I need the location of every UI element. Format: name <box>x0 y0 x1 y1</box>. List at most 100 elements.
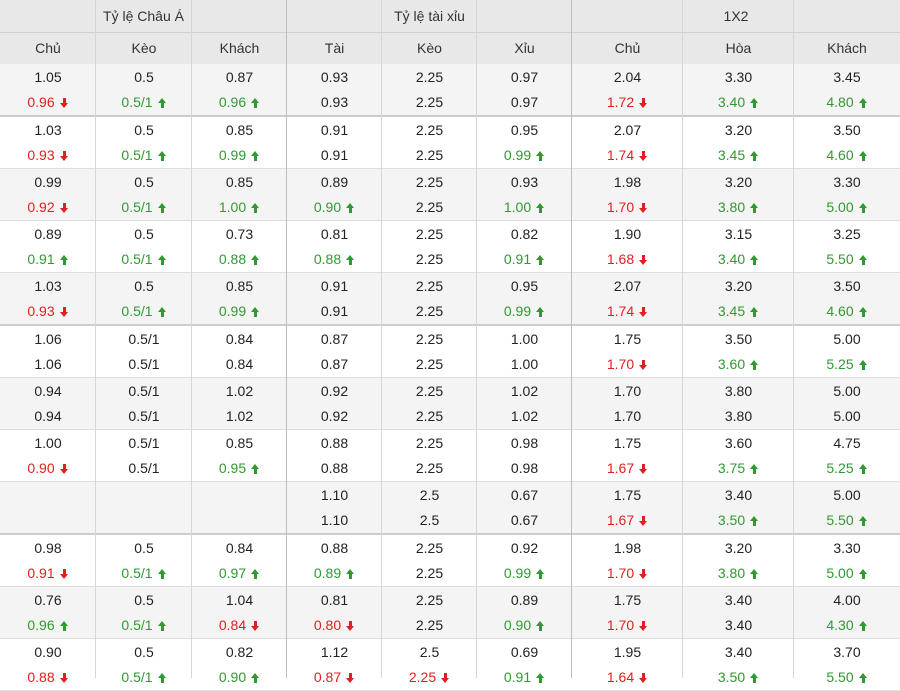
odds-value: 3.40 <box>717 251 746 267</box>
opening-odds: 3.30 <box>794 170 900 195</box>
cell-line: 2.5 2.5 <box>382 482 477 533</box>
current-odds: 2.25 <box>382 404 477 429</box>
cell-away: 1.02 1.02 <box>192 378 287 429</box>
cell-over: 0.88 0.88 <box>287 430 382 481</box>
current-odds: 5.00 <box>794 195 900 220</box>
current-odds: 0.88 <box>287 247 382 272</box>
opening-odds: 1.03 <box>0 274 96 299</box>
odds-value: 0.93 <box>510 174 539 190</box>
opening-odds: 3.20 <box>683 274 794 299</box>
opening-odds <box>96 483 192 508</box>
odds-value: 0.5/1 <box>121 669 153 685</box>
current-odds: 4.30 <box>794 613 900 638</box>
odds-value: 4.60 <box>826 303 854 319</box>
opening-odds: 2.25 <box>382 536 477 561</box>
opening-odds: 2.25 <box>382 274 477 299</box>
arrow-up-icon <box>858 673 868 683</box>
current-odds: 5.50 <box>794 508 900 533</box>
opening-odds: 1.02 <box>477 379 572 404</box>
cell-line: 2.25 2.25 <box>382 378 477 429</box>
odds-value: 0.81 <box>320 226 349 242</box>
cell-away: 0.85 0.99 <box>192 273 287 324</box>
odds-value: 0.88 <box>27 669 55 685</box>
odds-value: 3.30 <box>833 540 861 556</box>
cell-1x2-home: 1.75 1.67 <box>572 482 683 533</box>
current-odds: 0.93 <box>0 299 96 324</box>
arrow-up-icon <box>251 673 260 683</box>
table-row: 1.06 1.06 0.5/1 0.5/1 0.84 0.84 0.87 0.87 2.25 2.… <box>0 326 900 378</box>
current-odds: 4.80 <box>794 90 900 115</box>
arrow-down-icon <box>639 203 648 213</box>
arrow-up-icon <box>750 203 759 213</box>
odds-value: 0.5 <box>134 644 154 660</box>
table-row: 0.76 0.96 0.5 0.5/1 1.04 0.84 0.81 0.80 2.25 2.25… <box>0 587 900 639</box>
odds-value: 0.5 <box>134 226 154 242</box>
opening-odds: 0.5/1 <box>96 379 192 404</box>
odds-value: 3.80 <box>724 408 753 424</box>
arrow-up-icon <box>858 203 868 213</box>
opening-odds: 0.89 <box>477 588 572 613</box>
odds-value: 4.75 <box>833 435 861 451</box>
arrow-down-icon <box>59 307 69 317</box>
current-odds: 2.25 <box>382 143 477 168</box>
arrow-down-icon <box>639 621 648 631</box>
odds-value: 2.5 <box>419 512 440 528</box>
odds-value: 1.70 <box>606 617 635 633</box>
odds-value: 2.25 <box>415 122 444 138</box>
opening-odds: 3.50 <box>794 118 900 143</box>
cell-1x2-home: 2.07 1.74 <box>572 117 683 168</box>
arrow-up-icon <box>251 151 260 161</box>
odds-rows: 1.05 0.96 0.5 0.5/1 0.87 0.96 0.93 0.93 2.25 2.25… <box>0 64 900 691</box>
opening-odds: 5.00 <box>794 327 900 352</box>
odds-value: 2.25 <box>415 174 444 190</box>
current-odds: 0.5/1 <box>96 247 192 272</box>
odds-value: 0.90 <box>218 669 247 685</box>
cell-1x2-home: 1.98 1.70 <box>572 169 683 220</box>
arrow-up-icon <box>858 255 868 265</box>
current-odds: 0.67 <box>477 508 572 533</box>
opening-odds: 0.84 <box>192 327 287 352</box>
current-odds: 0.5/1 <box>96 613 192 638</box>
opening-odds: 0.5 <box>96 65 192 90</box>
cell-away: 1.04 0.84 <box>192 587 287 638</box>
opening-odds: 1.75 <box>572 588 683 613</box>
odds-value: 2.25 <box>415 226 444 242</box>
odds-value: 0.99 <box>218 147 247 163</box>
current-odds: 1.70 <box>572 195 683 220</box>
odds-value: 0.90 <box>27 460 55 476</box>
odds-value: 1.06 <box>34 356 62 372</box>
column-divider <box>191 0 192 678</box>
arrow-up-icon <box>157 307 167 317</box>
odds-value: 0.97 <box>510 69 539 85</box>
odds-value: 1.98 <box>613 540 642 556</box>
odds-value: 3.45 <box>717 303 746 319</box>
odds-value: 4.00 <box>833 592 861 608</box>
opening-odds: 0.5 <box>96 640 192 665</box>
odds-value: 0.87 <box>313 669 342 685</box>
cell-over: 0.91 0.91 <box>287 273 382 324</box>
opening-odds: 1.04 <box>192 588 287 613</box>
cell-draw: 3.30 3.40 <box>683 64 794 115</box>
odds-value: 1.03 <box>34 122 62 138</box>
current-odds: 0.96 <box>0 613 96 638</box>
odds-value: 1.02 <box>510 408 539 424</box>
opening-odds: 0.5/1 <box>96 327 192 352</box>
current-odds: 2.25 <box>382 90 477 115</box>
current-odds: 0.91 <box>0 561 96 586</box>
odds-value: 1.10 <box>320 487 349 503</box>
opening-odds: 0.92 <box>477 536 572 561</box>
cell-under: 0.93 1.00 <box>477 169 572 220</box>
current-odds: 3.80 <box>683 561 794 586</box>
cell-home: 1.03 0.93 <box>0 117 96 168</box>
odds-value: 0.5/1 <box>128 383 160 399</box>
cell-draw: 3.20 3.45 <box>683 117 794 168</box>
arrow-down-icon <box>441 673 450 683</box>
odds-value: 1.95 <box>613 644 642 660</box>
cell-line: 2.25 2.25 <box>382 326 477 377</box>
column-divider <box>95 0 96 678</box>
cell-home: 0.89 0.91 <box>0 221 96 272</box>
odds-value: 0.84 <box>225 331 254 347</box>
cell-home: 0.98 0.91 <box>0 535 96 586</box>
arrow-up-icon <box>251 98 260 108</box>
odds-value: 2.25 <box>415 540 444 556</box>
